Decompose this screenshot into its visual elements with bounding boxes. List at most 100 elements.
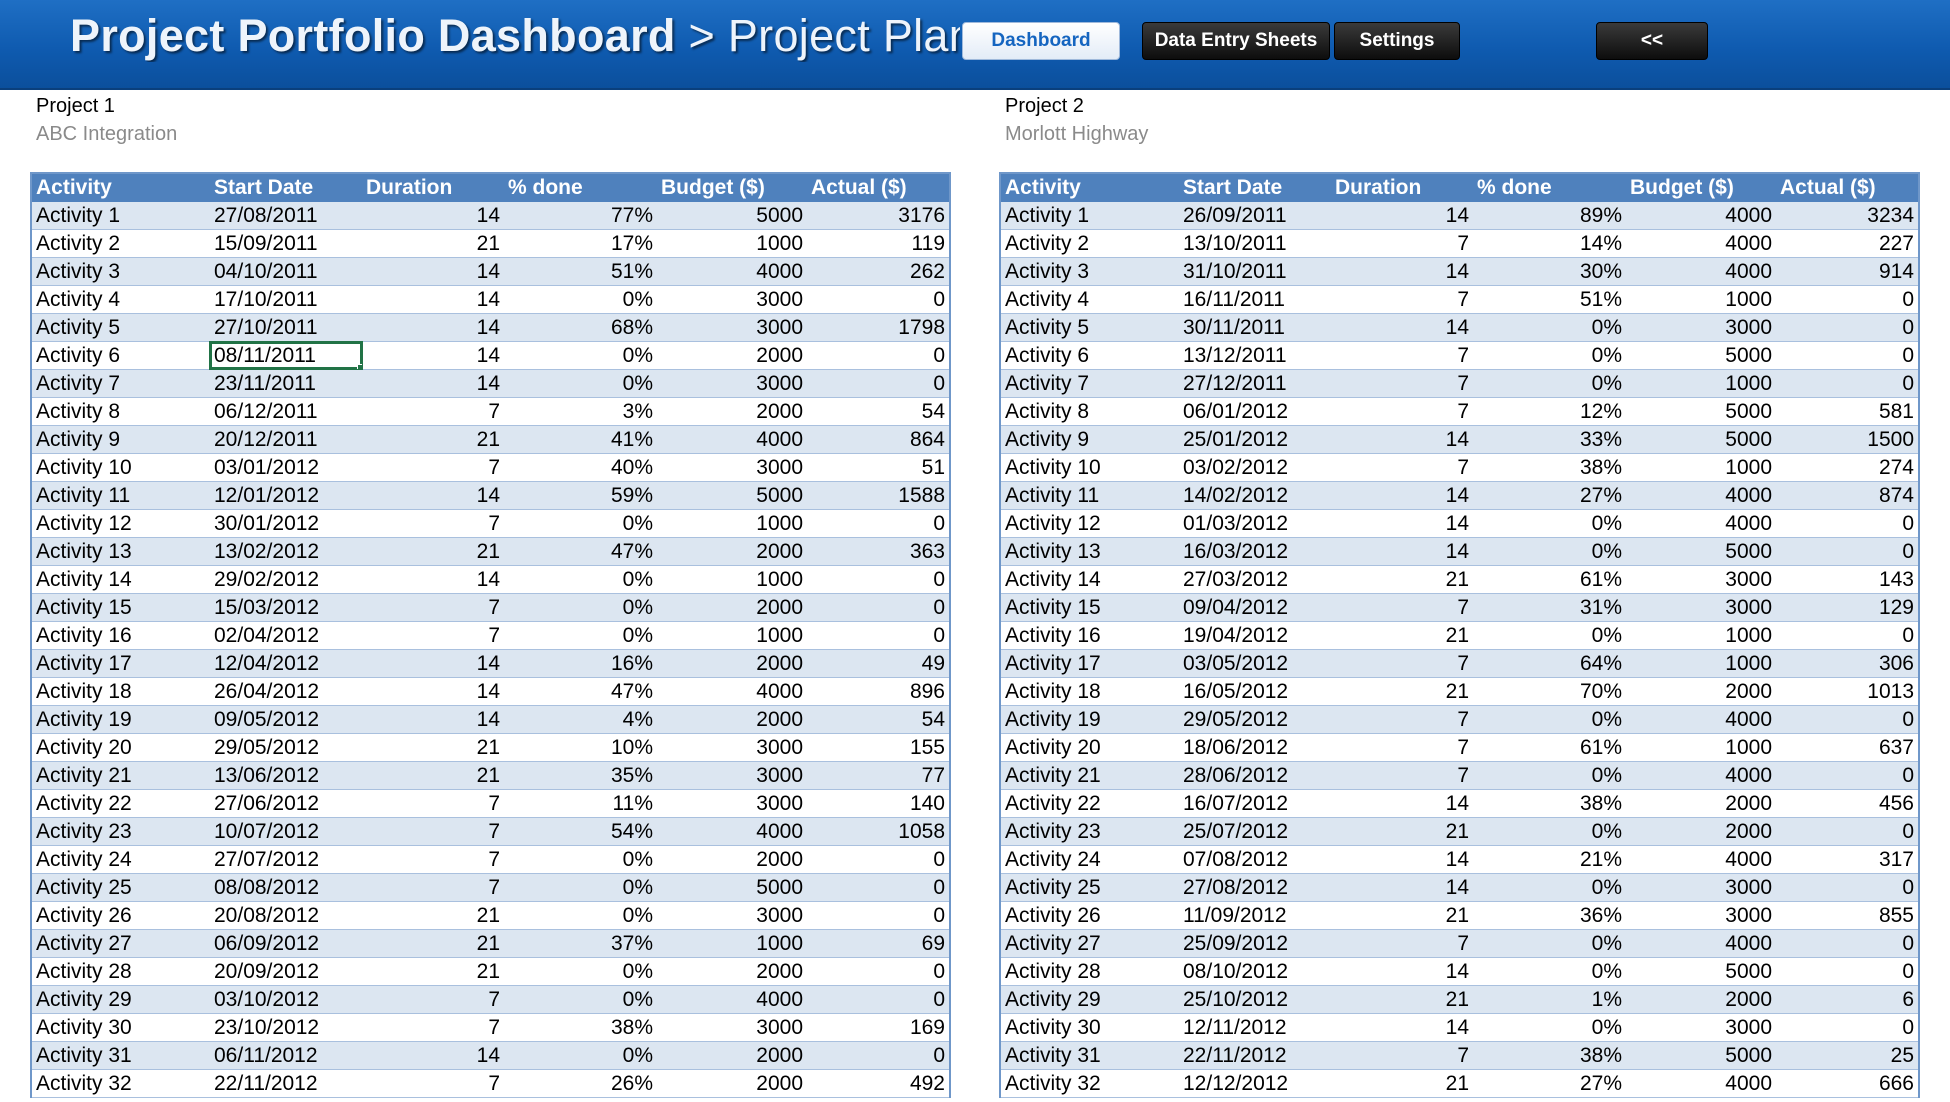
cell-activity[interactable]: Activity 2 <box>36 232 121 255</box>
cell-budget[interactable]: 3000 <box>756 792 803 815</box>
cell-actual[interactable]: 855 <box>1878 904 1914 927</box>
column-header-budget[interactable]: Budget ($) <box>1630 176 1734 199</box>
cell-actual[interactable]: 666 <box>1878 1072 1914 1095</box>
cell-percent-done[interactable]: 68% <box>610 316 653 339</box>
cell-activity[interactable]: Activity 9 <box>36 428 121 451</box>
cell-start-date[interactable]: 09/04/2012 <box>1183 596 1289 619</box>
cell-activity[interactable]: Activity 9 <box>1005 428 1090 451</box>
cell-actual[interactable]: 0 <box>1902 932 1914 955</box>
cell-budget[interactable]: 3000 <box>756 372 803 395</box>
cell-activity[interactable]: Activity 5 <box>1005 316 1090 339</box>
cell-start-date[interactable]: 16/03/2012 <box>1183 540 1289 563</box>
cell-duration[interactable]: 14 <box>476 204 500 227</box>
column-header-actual[interactable]: Actual ($) <box>811 176 907 199</box>
cell-budget[interactable]: 3000 <box>756 904 803 927</box>
selected-cell-start-date[interactable]: 08/11/2011 <box>209 341 363 370</box>
cell-budget[interactable]: 2000 <box>756 540 803 563</box>
cell-actual[interactable]: 0 <box>1902 1016 1914 1039</box>
cell-activity[interactable]: Activity 27 <box>1005 932 1101 955</box>
cell-start-date[interactable]: 09/05/2012 <box>214 708 320 731</box>
cell-percent-done[interactable]: 0% <box>1591 540 1622 563</box>
cell-duration[interactable]: 7 <box>1457 1044 1469 1067</box>
cell-activity[interactable]: Activity 7 <box>1005 372 1090 395</box>
cell-duration[interactable]: 14 <box>476 316 500 339</box>
cell-start-date[interactable]: 06/12/2011 <box>214 400 318 423</box>
cell-percent-done[interactable]: 0% <box>622 904 653 927</box>
cell-percent-done[interactable]: 38% <box>1579 456 1622 479</box>
cell-budget[interactable]: 3000 <box>756 456 803 479</box>
cell-budget[interactable]: 4000 <box>1725 1072 1772 1095</box>
cell-percent-done[interactable]: 0% <box>622 568 653 591</box>
cell-budget[interactable]: 4000 <box>756 988 803 1011</box>
cell-percent-done[interactable]: 61% <box>1579 568 1622 591</box>
cell-start-date[interactable]: 03/01/2012 <box>214 456 320 479</box>
cell-duration[interactable]: 7 <box>488 512 500 535</box>
cell-start-date[interactable]: 16/07/2012 <box>1183 792 1289 815</box>
cell-duration[interactable]: 14 <box>1445 316 1469 339</box>
cell-percent-done[interactable]: 64% <box>1579 652 1622 675</box>
cell-activity[interactable]: Activity 16 <box>36 624 132 647</box>
cell-start-date[interactable]: 03/02/2012 <box>1183 456 1289 479</box>
cell-budget[interactable]: 2000 <box>1725 820 1772 843</box>
cell-actual[interactable]: 0 <box>933 372 945 395</box>
cell-budget[interactable]: 2000 <box>756 400 803 423</box>
cell-budget[interactable]: 3000 <box>1725 596 1772 619</box>
cell-duration[interactable]: 14 <box>1445 204 1469 227</box>
cell-percent-done[interactable]: 3% <box>622 400 653 423</box>
cell-activity[interactable]: Activity 20 <box>36 736 132 759</box>
cell-activity[interactable]: Activity 8 <box>36 400 121 423</box>
cell-start-date[interactable]: 10/07/2012 <box>214 820 320 843</box>
cell-budget[interactable]: 2000 <box>1725 988 1772 1011</box>
cell-percent-done[interactable]: 0% <box>622 372 653 395</box>
cell-actual[interactable]: 0 <box>933 1044 945 1067</box>
cell-activity[interactable]: Activity 14 <box>36 568 132 591</box>
cell-duration[interactable]: 21 <box>476 960 500 983</box>
cell-start-date[interactable]: 12/04/2012 <box>214 652 320 675</box>
cell-budget[interactable]: 2000 <box>756 848 803 871</box>
cell-budget[interactable]: 3000 <box>756 288 803 311</box>
cell-budget[interactable]: 4000 <box>756 428 803 451</box>
cell-percent-done[interactable]: 33% <box>1579 428 1622 451</box>
cell-percent-done[interactable]: 30% <box>1579 260 1622 283</box>
settings-button[interactable]: Settings <box>1334 22 1460 60</box>
cell-actual[interactable]: 6 <box>1902 988 1914 1011</box>
cell-percent-done[interactable]: 17% <box>610 232 653 255</box>
column-header-activity[interactable]: Activity <box>1005 176 1081 199</box>
cell-percent-done[interactable]: 10% <box>610 736 653 759</box>
cell-start-date[interactable]: 27/07/2012 <box>214 848 320 871</box>
cell-budget[interactable]: 1000 <box>756 512 803 535</box>
cell-duration[interactable]: 21 <box>1445 680 1469 703</box>
cell-actual[interactable]: 0 <box>1902 540 1914 563</box>
cell-duration[interactable]: 14 <box>476 288 500 311</box>
cell-percent-done[interactable]: 31% <box>1579 596 1622 619</box>
cell-duration[interactable]: 7 <box>488 988 500 1011</box>
cell-activity[interactable]: Activity 11 <box>1005 484 1100 507</box>
cell-percent-done[interactable]: 0% <box>622 876 653 899</box>
cell-actual[interactable]: 0 <box>933 988 945 1011</box>
cell-actual[interactable]: 581 <box>1878 400 1914 423</box>
cell-duration[interactable]: 7 <box>488 792 500 815</box>
cell-budget[interactable]: 3000 <box>1725 876 1772 899</box>
cell-percent-done[interactable]: 38% <box>1579 792 1622 815</box>
cell-start-date[interactable]: 29/02/2012 <box>214 568 320 591</box>
cell-percent-done[interactable]: 41% <box>610 428 653 451</box>
cell-duration[interactable]: 21 <box>1445 904 1469 927</box>
cell-activity[interactable]: Activity 2 <box>1005 232 1090 255</box>
cell-percent-done[interactable]: 0% <box>1591 708 1622 731</box>
cell-start-date[interactable]: 27/06/2012 <box>214 792 320 815</box>
cell-actual[interactable]: 54 <box>921 400 945 423</box>
cell-budget[interactable]: 3000 <box>1725 316 1772 339</box>
cell-actual[interactable]: 0 <box>1902 512 1914 535</box>
cell-activity[interactable]: Activity 13 <box>36 540 132 563</box>
cell-percent-done[interactable]: 47% <box>610 540 653 563</box>
cell-duration[interactable]: 14 <box>1445 540 1469 563</box>
cell-actual[interactable]: 0 <box>933 596 945 619</box>
cell-start-date[interactable]: 06/11/2012 <box>214 1044 318 1067</box>
cell-budget[interactable]: 3000 <box>756 736 803 759</box>
cell-duration[interactable]: 7 <box>1457 232 1469 255</box>
cell-start-date[interactable]: 27/08/2011 <box>214 204 318 227</box>
cell-percent-done[interactable]: 0% <box>1591 624 1622 647</box>
cell-activity[interactable]: Activity 27 <box>36 932 132 955</box>
cell-duration[interactable]: 21 <box>476 736 500 759</box>
cell-actual[interactable]: 914 <box>1878 260 1914 283</box>
